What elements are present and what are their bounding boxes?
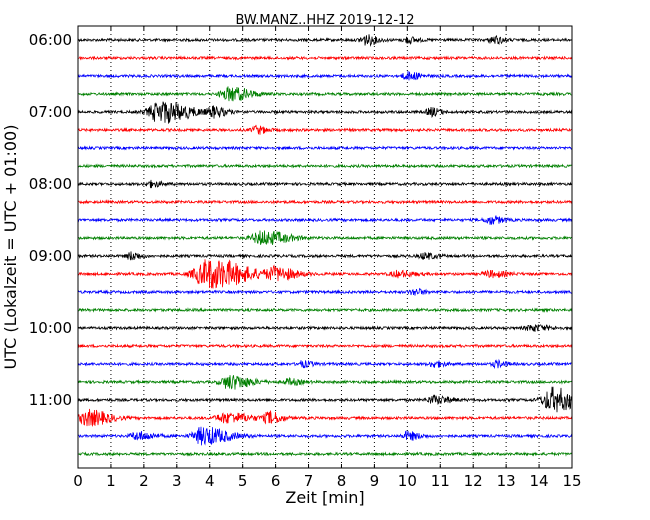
seismic-trace [77,259,573,289]
x-tick-label: 13 [497,472,516,490]
seismic-trace [77,358,573,370]
seismic-trace [77,451,573,457]
x-axis: 0 1 2 3 4 5 6 7 8 9 10 11 12 13 14 15 [73,26,582,490]
seismic-trace [77,323,573,332]
x-tick-label: 9 [370,472,380,490]
seismic-trace [77,34,573,47]
x-tick-label: 11 [431,472,450,490]
seismic-trace [77,287,573,296]
y-tick-label: 08:00 [29,175,72,193]
seismic-trace [77,199,573,205]
x-tick-label: 0 [73,472,83,490]
y-tick-label: 11:00 [29,391,72,409]
y-tick-label: 10:00 [29,319,72,337]
seismic-trace [77,101,573,124]
trace-group [77,34,573,457]
x-tick-label: 7 [304,472,314,490]
x-tick-label: 3 [172,472,182,490]
x-tick-label: 14 [530,472,549,490]
seismic-trace [77,215,573,225]
chart-title: BW.MANZ..HHZ 2019-12-12 [235,13,414,28]
seismic-trace [77,145,573,151]
x-tick-label: 4 [205,472,215,490]
plot-frame [77,25,573,469]
x-axis-label: Zeit [min] [285,488,364,507]
grid-lines [110,26,540,468]
x-tick-label: 12 [464,472,483,490]
x-tick-label: 5 [238,472,248,490]
y-tick-label: 06:00 [29,31,72,49]
seismic-trace [77,307,573,313]
seismic-trace [77,230,573,245]
y-axis: 06:00 07:00 08:00 09:00 10:00 11:00 [29,31,572,409]
seismic-trace [77,86,573,102]
seismic-trace [77,251,573,261]
seismic-trace [77,124,573,135]
x-tick-label: 8 [337,472,347,490]
x-tick-label: 10 [398,472,417,490]
seismic-trace [77,343,573,349]
seismic-trace [77,408,573,427]
seismic-trace [77,375,573,390]
x-tick-label: 1 [106,472,116,490]
x-tick-label: 15 [562,472,581,490]
x-tick-label: 6 [271,472,281,490]
seismic-trace [77,70,573,81]
seismic-trace [77,426,573,446]
y-tick-label: 07:00 [29,103,72,121]
x-tick-label: 2 [139,472,149,490]
seismic-trace [77,179,573,189]
seismic-trace [77,55,573,61]
seismic-trace [77,163,573,169]
y-tick-label: 09:00 [29,247,72,265]
y-axis-label: UTC (Lokalzeit = UTC + 01:00) [1,125,20,370]
seismic-trace [77,386,573,413]
